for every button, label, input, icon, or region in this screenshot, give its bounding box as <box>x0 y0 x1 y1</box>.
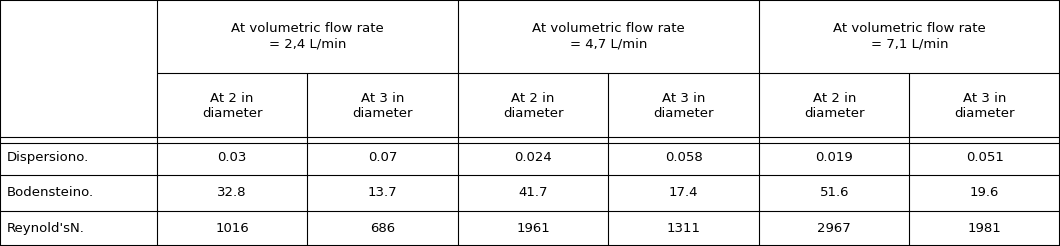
Text: 19.6: 19.6 <box>970 186 1000 200</box>
Text: At volumetric flow rate
= 7,1 L/min: At volumetric flow rate = 7,1 L/min <box>833 22 986 50</box>
Text: 41.7: 41.7 <box>518 186 548 200</box>
Text: 1311: 1311 <box>667 222 701 235</box>
Text: 2967: 2967 <box>817 222 851 235</box>
Text: 13.7: 13.7 <box>368 186 398 200</box>
Text: 0.019: 0.019 <box>815 151 853 164</box>
Text: 0.03: 0.03 <box>217 151 247 164</box>
Text: 1016: 1016 <box>215 222 249 235</box>
Text: 51.6: 51.6 <box>819 186 849 200</box>
Text: At 2 in
diameter: At 2 in diameter <box>502 92 564 120</box>
Text: At 3 in
diameter: At 3 in diameter <box>954 92 1015 120</box>
Text: 32.8: 32.8 <box>217 186 247 200</box>
Text: At volumetric flow rate
= 2,4 L/min: At volumetric flow rate = 2,4 L/min <box>231 22 384 50</box>
Text: At 2 in
diameter: At 2 in diameter <box>803 92 865 120</box>
Text: 17.4: 17.4 <box>669 186 699 200</box>
Text: At volumetric flow rate
= 4,7 L/min: At volumetric flow rate = 4,7 L/min <box>532 22 685 50</box>
Text: 686: 686 <box>370 222 395 235</box>
Text: 1981: 1981 <box>968 222 1002 235</box>
Text: 0.058: 0.058 <box>665 151 703 164</box>
Text: At 3 in
diameter: At 3 in diameter <box>352 92 413 120</box>
Text: Reynold'sN.: Reynold'sN. <box>6 222 84 235</box>
Text: Bodensteino.: Bodensteino. <box>6 186 93 200</box>
Text: 0.051: 0.051 <box>966 151 1004 164</box>
Text: At 3 in
diameter: At 3 in diameter <box>653 92 714 120</box>
Text: Dispersiono.: Dispersiono. <box>6 151 89 164</box>
Text: 1961: 1961 <box>516 222 550 235</box>
Text: 0.024: 0.024 <box>514 151 552 164</box>
Text: At 2 in
diameter: At 2 in diameter <box>201 92 263 120</box>
Text: 0.07: 0.07 <box>368 151 398 164</box>
